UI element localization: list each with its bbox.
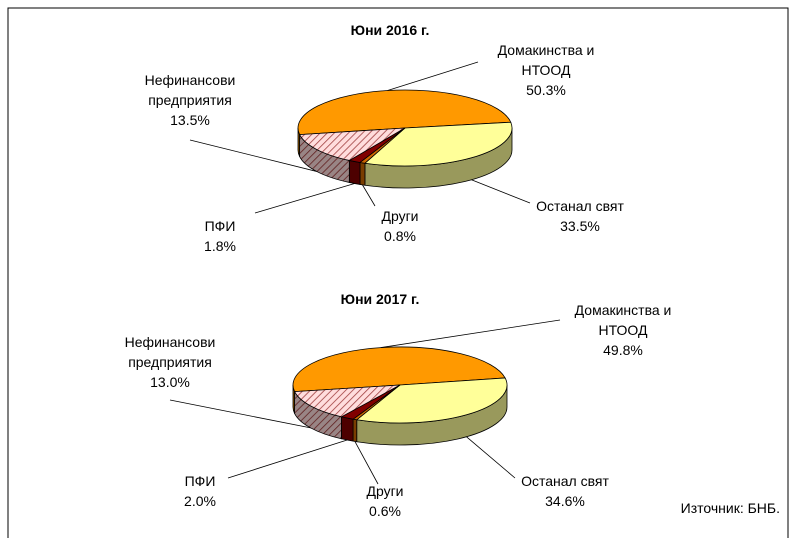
pie-slice	[297, 89, 512, 136]
slice-label: Останал свят	[536, 198, 624, 214]
value-label: 13.0%	[150, 374, 190, 390]
value-label: 33.5%	[560, 218, 600, 234]
leader-line	[354, 441, 379, 485]
value-label: 34.6%	[545, 493, 585, 509]
leader-line	[471, 179, 531, 204]
frame	[7, 7, 789, 538]
slice-label: Нефинансови предприятия	[144, 72, 236, 108]
pie-side	[352, 418, 358, 443]
pie-side	[341, 416, 354, 442]
pie-slice	[293, 384, 401, 418]
value-label: 50.3%	[526, 82, 566, 98]
pie-slice	[355, 377, 508, 424]
slice-label: Нефинансови предприятия	[124, 334, 216, 370]
leader-line	[189, 139, 317, 172]
slice-label: Други	[366, 483, 404, 499]
pie-side	[348, 159, 361, 185]
leader-line	[362, 184, 376, 207]
value-label: 1.8%	[204, 238, 236, 254]
slice-label: Останал свят	[521, 473, 609, 489]
slice-label: Домакинства и НТООД	[497, 42, 595, 78]
source-note: Източник: БНБ.	[680, 500, 780, 516]
slice-label: ПФИ	[204, 218, 236, 234]
leader-line	[387, 61, 479, 91]
pie-slice	[298, 127, 406, 161]
slice-label: Домакинства и НТООД	[574, 302, 672, 338]
value-label: 2.0%	[184, 493, 216, 509]
chart-title: Юни 2016 г.	[350, 22, 430, 38]
value-label: 13.5%	[170, 112, 210, 128]
leader-line	[169, 399, 311, 429]
leader-line	[254, 183, 355, 214]
value-label: 49.8%	[603, 342, 643, 358]
pie-side	[359, 162, 366, 186]
slice-label: Други	[381, 208, 419, 224]
leader-line	[380, 319, 561, 349]
leader-line	[466, 436, 516, 479]
chart-title: Юни 2017 г.	[340, 291, 420, 307]
value-label: 0.6%	[369, 503, 401, 519]
slice-label: ПФИ	[184, 473, 216, 489]
value-label: 0.8%	[384, 228, 416, 244]
leader-line	[227, 439, 348, 479]
pie-slice	[364, 121, 513, 167]
